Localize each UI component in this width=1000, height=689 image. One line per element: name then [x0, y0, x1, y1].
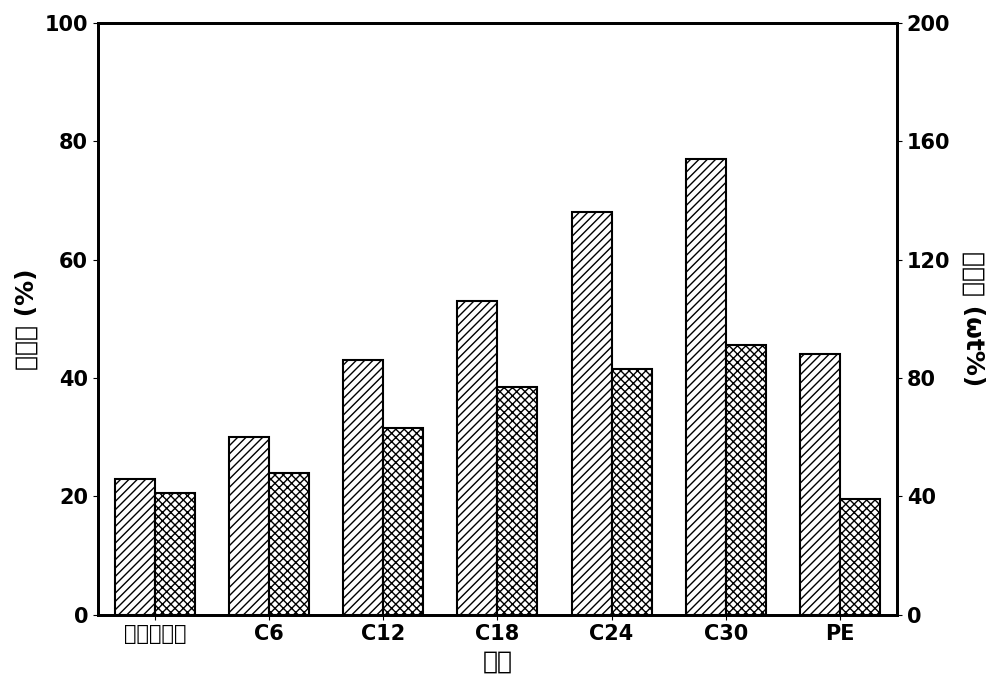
Bar: [800, 354, 840, 615]
Bar: [497, 387, 537, 615]
Bar: [572, 212, 612, 615]
Bar: [686, 159, 726, 615]
Bar: [155, 493, 195, 615]
Bar: [726, 345, 766, 615]
Y-axis label: 吸液率 (ωt%): 吸液率 (ωt%): [961, 251, 985, 387]
Bar: [457, 301, 497, 615]
Bar: [229, 438, 269, 615]
Bar: [269, 473, 309, 615]
Y-axis label: 孔隙率 (%): 孔隙率 (%): [15, 268, 39, 369]
Bar: [612, 369, 652, 615]
Bar: [840, 500, 880, 615]
Bar: [115, 479, 155, 615]
Bar: [383, 429, 423, 615]
Bar: [343, 360, 383, 615]
X-axis label: 样品: 样品: [482, 650, 512, 674]
